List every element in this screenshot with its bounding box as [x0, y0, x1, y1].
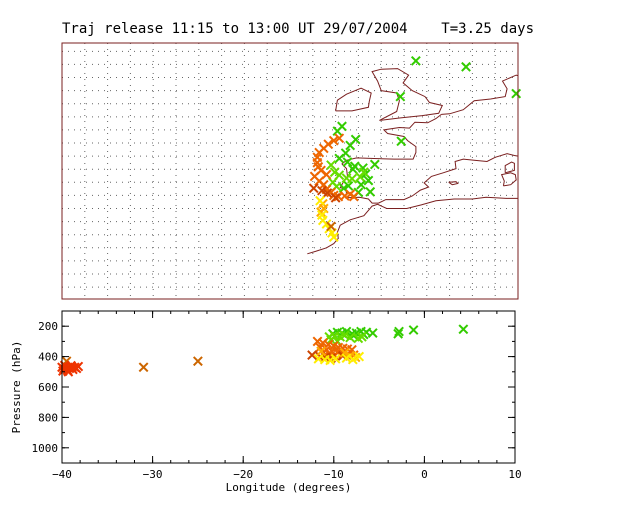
map-coastlines: [307, 68, 519, 255]
y-tick-label: 200: [38, 320, 58, 333]
trajectory-point: [461, 61, 471, 72]
trajectory-point: [343, 180, 354, 191]
coastline: [448, 181, 459, 186]
trajectory-point: [358, 167, 369, 178]
trajectory-point: [328, 232, 339, 242]
y-tick-label: 400: [38, 351, 58, 364]
trajectory-point: [410, 55, 421, 66]
trajectory-point: [334, 170, 345, 181]
trajectory-point: [345, 140, 356, 151]
x-tick-label: −30: [143, 468, 163, 481]
pressure-axis-ticks: −40 −30 −20 −10 0 10 200 400 600 800 1000: [32, 311, 522, 481]
trajectory-point: [511, 88, 522, 99]
trajectory-point: [334, 133, 345, 144]
x-tick-label: 0: [421, 468, 428, 481]
x-tick-label: 10: [508, 468, 521, 481]
trajectory-point: [317, 185, 327, 196]
pressure-frame: [61, 310, 516, 464]
coastline: [371, 68, 444, 121]
coastline: [504, 161, 515, 174]
trajectory-point: [314, 147, 325, 158]
trajectory-point: [334, 153, 345, 164]
trajectory-point: [365, 186, 376, 197]
pressure-panel: −40 −30 −20 −10 0 10 200 400 600 800 1000 Longitud…: [10, 310, 522, 494]
trajectory-point: [330, 192, 341, 203]
trajectory-point: [342, 157, 353, 167]
coastline: [441, 74, 519, 115]
trajectory-point: [369, 159, 380, 170]
trajectory-point: [330, 353, 341, 364]
coastline: [500, 172, 517, 187]
trajectory-point: [307, 350, 317, 360]
trajectory-point: [347, 173, 357, 184]
x-axis-label: Longitude (degrees): [226, 481, 352, 494]
trajectory-point: [394, 326, 404, 337]
trajectory-point: [348, 191, 359, 202]
pressure-trajectory-points: [57, 324, 469, 377]
trajectory-point: [332, 126, 343, 137]
y-axis-label: Pressure (hPa): [10, 341, 23, 434]
trajectory-point: [408, 325, 419, 335]
y-tick-label: 1000: [32, 442, 59, 455]
map-panel: [61, 42, 522, 300]
y-tick-label: 800: [38, 411, 58, 424]
trajectory-point: [354, 351, 365, 362]
map-frame: [61, 42, 519, 300]
map-trajectory-points: [308, 55, 522, 242]
trajectory-point: [345, 332, 356, 343]
trajectory-point: [396, 136, 407, 147]
trajectory-point: [348, 164, 358, 175]
trajectory-point: [363, 175, 374, 186]
trajectory-point: [315, 195, 326, 206]
coastline: [335, 87, 372, 112]
coastline: [307, 196, 518, 255]
y-tick-label: 600: [38, 381, 58, 394]
trajectory-point: [339, 330, 350, 341]
trajectory-point: [322, 188, 333, 198]
trajectory-point: [458, 324, 469, 335]
trajectory-point: [356, 331, 367, 342]
trajectory-point: [321, 169, 332, 180]
trajectory-point: [326, 221, 336, 232]
trajectory-point: [326, 160, 336, 170]
x-tick-label: −10: [324, 468, 344, 481]
trajectory-point: [308, 183, 319, 194]
x-tick-label: −20: [233, 468, 253, 481]
trajectory-point: [347, 354, 358, 365]
x-tick-label: −40: [52, 468, 72, 481]
trajectory-point: [138, 362, 149, 373]
trajectory-point: [67, 362, 77, 373]
map-grid: [62, 43, 518, 299]
chart-title: Traj release 11:15 to 13:00 UT 29/07/200…: [62, 21, 535, 37]
trajectory-point: [329, 167, 340, 178]
trajectory-point: [316, 346, 327, 357]
trajectory-point: [356, 179, 367, 190]
trajectory-point: [321, 219, 332, 229]
trajectory-point: [395, 91, 406, 102]
trajectory-point: [192, 356, 203, 367]
trajectory-point: [328, 135, 339, 146]
